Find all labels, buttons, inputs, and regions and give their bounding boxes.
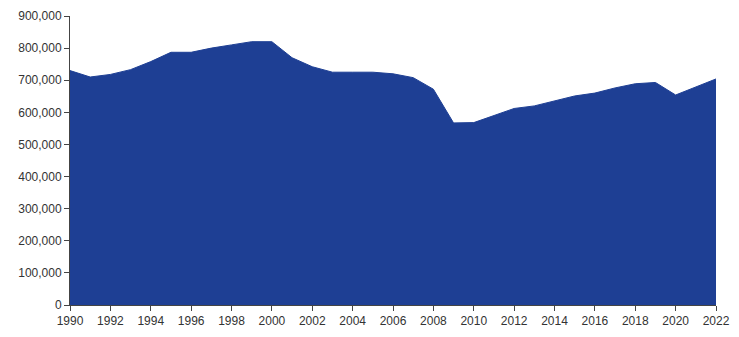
- svg-text:700,000: 700,000: [18, 73, 62, 87]
- svg-text:2008: 2008: [420, 314, 447, 328]
- svg-text:600,000: 600,000: [18, 106, 62, 120]
- svg-text:100,000: 100,000: [18, 266, 62, 280]
- svg-text:2012: 2012: [501, 314, 528, 328]
- svg-text:2014: 2014: [541, 314, 568, 328]
- svg-text:2020: 2020: [662, 314, 689, 328]
- svg-text:1996: 1996: [178, 314, 205, 328]
- svg-text:2000: 2000: [259, 314, 286, 328]
- svg-text:500,000: 500,000: [18, 138, 62, 152]
- svg-text:2022: 2022: [703, 314, 730, 328]
- svg-text:0: 0: [55, 298, 62, 312]
- svg-text:1992: 1992: [97, 314, 124, 328]
- svg-text:1990: 1990: [57, 314, 84, 328]
- svg-text:200,000: 200,000: [18, 234, 62, 248]
- svg-text:900,000: 900,000: [18, 9, 62, 23]
- svg-text:1994: 1994: [137, 314, 164, 328]
- svg-text:2002: 2002: [299, 314, 326, 328]
- svg-text:800,000: 800,000: [18, 41, 62, 55]
- svg-text:300,000: 300,000: [18, 202, 62, 216]
- svg-text:2006: 2006: [380, 314, 407, 328]
- svg-text:2016: 2016: [582, 314, 609, 328]
- svg-text:2018: 2018: [622, 314, 649, 328]
- svg-text:1998: 1998: [218, 314, 245, 328]
- svg-text:2010: 2010: [460, 314, 487, 328]
- svg-text:400,000: 400,000: [18, 170, 62, 184]
- svg-text:2004: 2004: [339, 314, 366, 328]
